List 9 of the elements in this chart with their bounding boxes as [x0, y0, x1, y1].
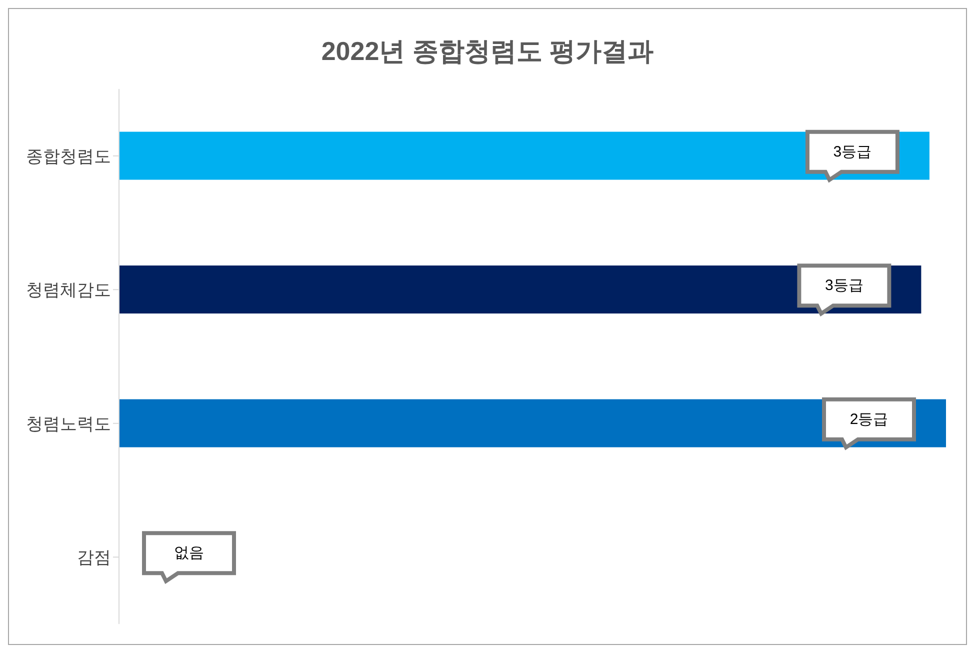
y-tick-label: 청렴노력도: [26, 414, 111, 434]
annotation: 2등급: [850, 410, 888, 428]
annotation: 없음: [174, 544, 204, 562]
annotation: 3등급: [825, 277, 864, 294]
y-tick-label: 감점: [77, 548, 111, 568]
y-tick-label: 청렴체감도: [26, 280, 111, 300]
annotation: 3등급: [833, 143, 872, 160]
chart-title: 2022년 종합청렴도 평가결과: [321, 36, 654, 66]
y-tick-label: 종합청렴도: [26, 146, 111, 166]
